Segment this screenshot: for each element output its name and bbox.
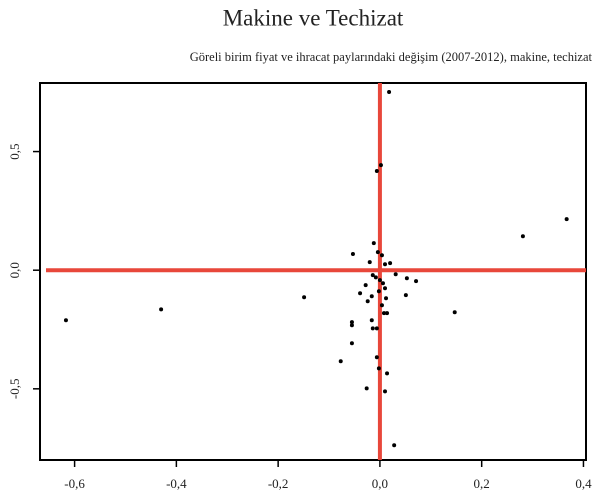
point xyxy=(452,310,457,315)
point xyxy=(363,283,368,288)
point xyxy=(349,320,354,325)
point xyxy=(370,273,375,278)
point xyxy=(374,169,379,174)
point xyxy=(367,260,372,265)
y-tick-label: 0,0 xyxy=(7,262,22,278)
point xyxy=(380,281,385,286)
point xyxy=(376,366,381,371)
x-tick-label: -0,4 xyxy=(166,476,187,491)
point xyxy=(381,311,386,316)
chart-subtitle: Göreli birim fiyat ve ihracat paylarında… xyxy=(190,50,593,64)
point xyxy=(393,272,398,277)
point xyxy=(369,294,374,299)
point xyxy=(374,355,379,360)
point xyxy=(338,359,343,364)
point xyxy=(403,293,408,298)
point xyxy=(385,311,390,316)
y-tick-label: 0,5 xyxy=(7,143,22,159)
point xyxy=(358,291,363,296)
x-tick-label: -0,6 xyxy=(64,476,85,491)
point xyxy=(383,262,388,267)
point xyxy=(379,253,384,258)
point xyxy=(371,241,376,246)
point xyxy=(349,341,354,346)
point xyxy=(414,279,419,284)
x-tick-label: 0,4 xyxy=(575,476,592,491)
point xyxy=(392,443,397,448)
point xyxy=(369,318,374,323)
point xyxy=(383,389,388,394)
point xyxy=(378,163,383,168)
point xyxy=(302,295,307,300)
point xyxy=(373,275,378,280)
point xyxy=(364,386,369,391)
point xyxy=(159,307,164,312)
y-tick-label: -0,5 xyxy=(7,379,22,400)
x-tick-label: -0,2 xyxy=(268,476,289,491)
x-tick-label: 0,0 xyxy=(372,476,388,491)
x-tick-label: 0,2 xyxy=(474,476,490,491)
point xyxy=(384,296,389,301)
chart-title: Makine ve Techizat xyxy=(223,5,404,30)
point xyxy=(520,234,525,239)
point xyxy=(349,323,354,328)
point xyxy=(383,286,388,291)
point xyxy=(63,318,68,323)
point xyxy=(350,252,355,257)
point xyxy=(376,289,381,294)
point xyxy=(388,261,393,266)
point xyxy=(377,278,382,283)
point xyxy=(375,250,380,255)
point xyxy=(385,371,390,376)
point xyxy=(370,326,375,331)
point xyxy=(365,299,370,304)
point xyxy=(404,276,409,281)
point xyxy=(374,326,379,331)
point xyxy=(564,217,569,222)
point xyxy=(379,303,384,308)
point xyxy=(387,90,392,95)
